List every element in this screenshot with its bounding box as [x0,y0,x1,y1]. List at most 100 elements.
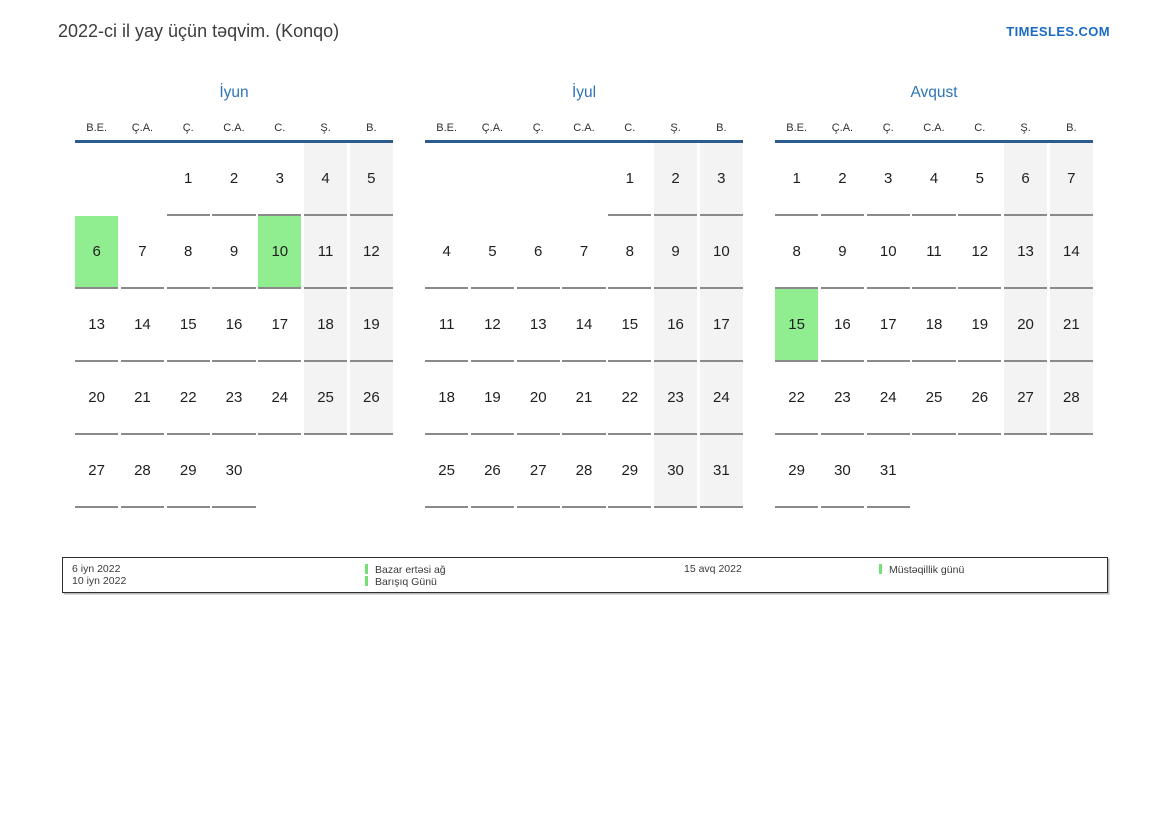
day-cell: 9 [653,216,698,289]
empty-cell [1050,435,1093,508]
weekday-header: C.A. [923,122,945,134]
day-cell: 17 [699,289,743,362]
weekday-header: B.E. [436,122,458,134]
day-cell: 20 [516,362,560,435]
day-cell: 2 [653,143,698,216]
day-cell: 13 [516,289,560,362]
empty-cell [75,143,118,216]
day-cell: 27 [516,435,560,508]
empty-cell [350,435,393,508]
legend-label: Müstəqillik günü [889,564,965,576]
day-cell: 10 [866,216,910,289]
month-grid: 1 2 3 4 5 6 7 8 9 10 11 12 13 14 15 16 17 18 19 20 21 22 23 24 2… [425,143,743,508]
day-cell: 28 [562,435,606,508]
weekday-header: Ç. [182,122,194,134]
day-cell: 12 [470,289,515,362]
day-cell: 1 [608,143,652,216]
legend-date: 10 iyn 2022 [72,575,127,587]
day-cell: 22 [775,362,819,435]
weekday-header: C.A. [573,122,595,134]
empty-cell [912,435,955,508]
day-cell: 24 [258,362,302,435]
day-cell: 27 [75,435,119,508]
day-cell: 12 [958,216,1002,289]
holiday-marker-icon [879,564,882,574]
empty-cell [517,143,560,216]
day-cell: 27 [1003,362,1048,435]
month-july: İyul B.E. Ç.A. Ç. C.A. C. Ş. B. 1 2 3 4 5 6 7 8 9 10 11 12 1… [425,83,743,508]
day-cell-highlighted: 10 [258,216,302,289]
day-cell: 16 [212,289,256,362]
legend-label: Barışıq Günü [375,576,437,588]
day-cell: 11 [912,216,956,289]
day-cell-highlighted: 15 [775,289,819,362]
empty-cell [258,435,301,508]
holiday-marker-icon [365,576,368,586]
day-cell: 8 [608,216,652,289]
day-cell: 19 [958,289,1002,362]
empty-cell [1004,435,1047,508]
day-cell: 26 [470,435,515,508]
day-cell: 22 [608,362,652,435]
day-cell: 26 [958,362,1002,435]
day-cell: 7 [120,216,165,289]
day-cell: 22 [166,362,210,435]
day-cell: 14 [120,289,165,362]
legend-entry: Müstəqillik günü [879,564,964,576]
legend-entry: Bazar ertəsi ağ [365,564,446,576]
day-cell: 4 [425,216,469,289]
day-cell: 26 [349,362,393,435]
day-cell: 12 [349,216,393,289]
day-cell: 21 [562,362,606,435]
day-cell: 23 [653,362,698,435]
day-cell-highlighted: 6 [75,216,119,289]
weekday-header: Ç.A. [131,122,154,134]
day-cell: 6 [516,216,560,289]
day-cell: 30 [212,435,256,508]
legend-date: 6 iyn 2022 [72,563,121,575]
day-cell: 21 [1049,289,1093,362]
weekday-header: C. [624,122,636,134]
weekday-header: Ş. [1020,122,1031,134]
day-cell: 4 [303,143,348,216]
weekday-header: B. [716,122,727,134]
month-grid: 1 2 3 4 5 6 7 8 9 10 11 12 13 14 15 16 17 18 19 20 21 22 23 24 2… [75,143,393,508]
day-cell: 23 [212,362,256,435]
month-june: İyun B.E. Ç.A. Ç. C.A. C. Ş. B. 1 2 3 4 5 6 7 8 9 10 11 12 1… [75,83,393,508]
weekday-header: Ş. [670,122,681,134]
day-cell: 11 [303,216,348,289]
day-cell: 8 [775,216,819,289]
day-cell: 7 [1049,143,1093,216]
day-cell: 31 [866,435,910,508]
day-cell: 15 [608,289,652,362]
day-cell: 14 [1049,216,1093,289]
day-cell: 1 [166,143,210,216]
site-link[interactable]: TIMESLES.COM [1006,24,1110,39]
day-cell: 18 [912,289,956,362]
weekday-header: Ç.A. [831,122,854,134]
day-cell: 9 [820,216,865,289]
day-cell: 15 [166,289,210,362]
day-cell: 25 [303,362,348,435]
day-cell: 16 [653,289,698,362]
day-cell: 5 [349,143,393,216]
day-cell: 17 [258,289,302,362]
day-cell: 20 [1003,289,1048,362]
day-cell: 5 [470,216,515,289]
day-cell: 17 [866,289,910,362]
weekday-header: Ç. [532,122,544,134]
empty-cell [562,143,605,216]
day-cell: 13 [75,289,119,362]
legend-box: 6 iyn 2022 10 iyn 2022 Bazar ertəsi ağ B… [62,557,1108,593]
day-cell: 3 [258,143,302,216]
day-cell: 4 [912,143,956,216]
day-cell: 10 [699,216,743,289]
day-cell: 7 [562,216,606,289]
day-cell: 1 [775,143,819,216]
day-cell: 2 [212,143,256,216]
empty-cell [304,435,347,508]
day-cell: 20 [75,362,119,435]
weekday-header-row: B.E. Ç.A. Ç. C.A. C. Ş. B. [425,107,743,143]
month-august: Avqust B.E. Ç.A. Ç. C.A. C. Ş. B. 1 2 3 4 5 6 7 8 9 10 11 1… [775,83,1093,508]
day-cell: 3 [699,143,743,216]
